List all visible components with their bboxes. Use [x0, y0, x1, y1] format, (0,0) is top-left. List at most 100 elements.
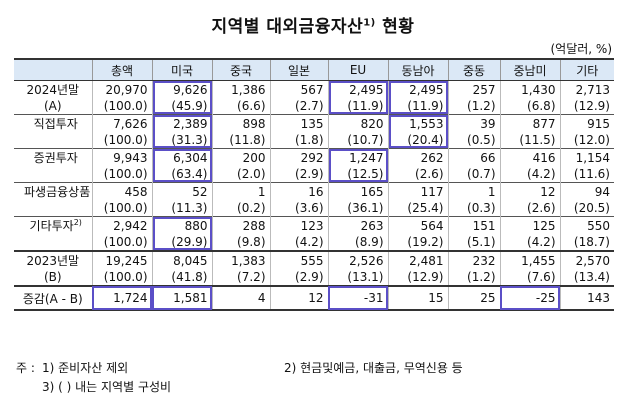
share-cell: (2.7)	[269, 98, 328, 115]
share-cell: (12.9)	[559, 98, 614, 115]
value-cell: 2,526	[327, 250, 388, 269]
value-cell: 877	[499, 114, 560, 132]
share-cell: (13.1)	[327, 269, 388, 286]
value-cell: 151	[447, 216, 500, 234]
change-cell: 143	[559, 285, 614, 311]
value-cell: 123	[269, 216, 328, 234]
share-cell: (4.2)	[499, 166, 560, 183]
share-cell: (100.0)	[91, 132, 152, 149]
share-cell: (12.5)	[327, 166, 388, 183]
row-label-text: 파생금융상품	[24, 185, 91, 199]
share-cell: (12.0)	[559, 132, 614, 149]
share-cell: (2.6)	[387, 166, 448, 183]
value-cell: 66	[447, 148, 500, 166]
change-cell: -25	[499, 285, 560, 311]
value-cell: 39	[447, 114, 500, 132]
value-cell: 20,970	[91, 80, 152, 98]
share-cell: (6.8)	[499, 98, 560, 115]
row-label-sub	[14, 132, 92, 149]
row-label-sub: (A)	[43, 99, 62, 113]
change-cell: 1,724	[91, 285, 152, 311]
value-cell: 2,495	[387, 80, 448, 98]
change-cell: 25	[447, 285, 500, 311]
share-cell: (11.9)	[387, 98, 448, 115]
table-row-share: (B) (100.0) (41.8) (7.2) (2.9) (13.1) (12.9) (1…	[14, 269, 614, 286]
share-cell: (45.9)	[151, 98, 212, 115]
value-cell: 458	[91, 182, 152, 200]
share-cell: (100.0)	[91, 269, 152, 286]
table-row: 2024년말 20,970 9,626 1,386 567 2,495 2,495 257 1,…	[14, 80, 614, 99]
value-cell: 6,304	[151, 148, 212, 166]
value-cell: 125	[499, 216, 560, 234]
row-label-sub	[14, 166, 92, 183]
value-cell: 898	[211, 114, 270, 132]
row-label: 2024년말	[14, 81, 92, 99]
share-cell: (12.9)	[387, 269, 448, 286]
value-cell: 915	[559, 114, 614, 132]
value-cell: 9,626	[151, 80, 212, 98]
value-cell: 1	[211, 182, 270, 200]
title-footnote-mark: 1)	[363, 17, 376, 29]
share-cell: (11.6)	[559, 166, 614, 183]
share-cell: (100.0)	[91, 200, 152, 217]
col-header: 중남미	[499, 58, 560, 81]
share-cell: (2.9)	[269, 269, 328, 286]
header-row: 총액 미국 중국 일본 EU 동남아 중동 중남미 기타	[14, 58, 614, 81]
value-cell: 292	[269, 148, 328, 166]
share-cell: (25.4)	[387, 200, 448, 217]
value-cell: 8,045	[151, 250, 212, 269]
change-cell: 15	[387, 285, 448, 311]
value-cell: 1,553	[387, 114, 448, 132]
table-row-share: (100.0) (31.3) (11.8) (1.8) (10.7) (20.4) (0.5…	[14, 132, 614, 149]
share-cell: (41.8)	[151, 269, 212, 286]
row-label-text: 2024년말	[26, 83, 80, 97]
share-cell: (6.6)	[211, 98, 270, 115]
share-cell: (29.9)	[151, 234, 212, 251]
share-cell: (63.4)	[151, 166, 212, 183]
value-cell: 416	[499, 148, 560, 166]
row-label: 파생금융상품	[14, 182, 92, 200]
col-header: 중국	[211, 58, 270, 81]
share-cell: (3.6)	[269, 200, 328, 217]
col-header: 기타	[559, 58, 614, 81]
row-label-text: 직접투자	[33, 117, 78, 131]
value-cell: 2,942	[91, 216, 152, 234]
row-label: 2023년말	[14, 250, 92, 269]
col-header: 총액	[91, 58, 152, 81]
share-cell: (2.6)	[499, 200, 560, 217]
footnotes: 주 : 1) 준비자산 제외 2) 현금및예금, 대출금, 무역신용 등 3) …	[16, 359, 463, 397]
share-cell: (18.7)	[559, 234, 614, 251]
row-label: 기타투자2)	[14, 216, 92, 234]
share-cell: (7.2)	[211, 269, 270, 286]
row-label: 증권투자	[14, 148, 92, 166]
share-cell: (13.4)	[559, 269, 614, 286]
title-text: 지역별 대외금융자산	[211, 17, 364, 37]
row-label-text: 증권투자	[33, 151, 78, 165]
table-row-share: (A) (100.0) (45.9) (6.6) (2.7) (11.9) (11.9) (1…	[14, 98, 614, 115]
title-suffix: 현황	[382, 17, 415, 37]
table-row: 증권투자 9,943 6,304 200 292 1,247 262 66 416 1,154	[14, 148, 614, 166]
value-cell: 1,154	[559, 148, 614, 166]
change-cell: -31	[327, 285, 388, 311]
value-cell: 2,389	[151, 114, 212, 132]
value-cell: 567	[269, 80, 328, 98]
header-corner	[14, 58, 92, 81]
share-cell: (11.8)	[211, 132, 270, 149]
change-cell: 12	[269, 285, 328, 311]
col-header: 동남아	[387, 58, 448, 81]
value-cell: 1	[447, 182, 500, 200]
share-cell: (7.6)	[499, 269, 560, 286]
share-cell: (11.9)	[327, 98, 388, 115]
value-cell: 820	[327, 114, 388, 132]
page-title: 지역별 대외금융자산1) 현황	[0, 12, 626, 37]
value-cell: 1,430	[499, 80, 560, 98]
share-cell: (1.8)	[269, 132, 328, 149]
value-cell: 880	[151, 216, 212, 234]
change-cell: 1,581	[151, 285, 212, 311]
value-cell: 2,481	[387, 250, 448, 269]
col-header: 일본	[269, 58, 328, 81]
row-label-text: 기타투자	[29, 219, 74, 233]
value-cell: 1,247	[327, 148, 388, 166]
share-cell: (1.2)	[447, 98, 500, 115]
table-row: 2023년말 19,245 8,045 1,383 555 2,526 2,481 232 1,…	[14, 250, 614, 269]
